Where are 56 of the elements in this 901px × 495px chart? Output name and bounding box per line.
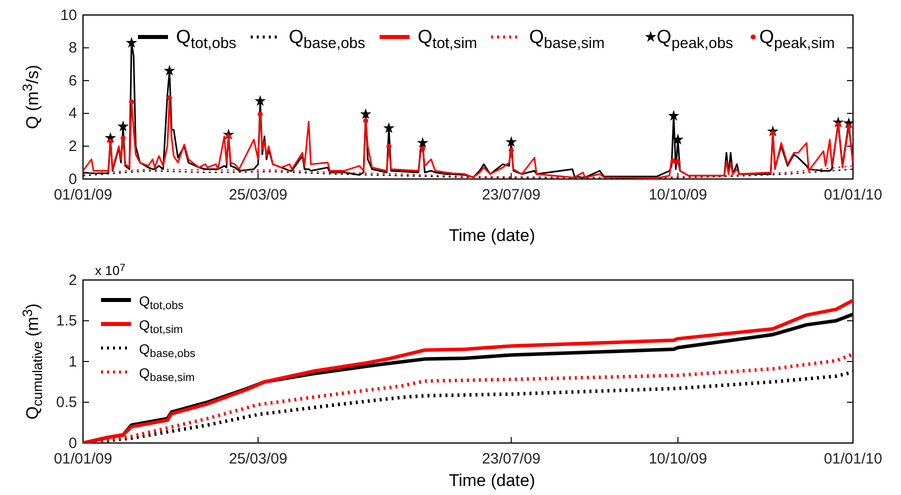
point <box>675 159 680 164</box>
point <box>383 122 395 133</box>
y-tick-label: 0 <box>68 434 77 452</box>
point <box>363 118 368 124</box>
x-tick-label: 10/10/09 <box>648 450 708 468</box>
legend-label: Q$_{tot,sim}$ <box>418 27 478 52</box>
y-tick-label: 0 <box>68 170 77 188</box>
point <box>120 135 126 141</box>
point <box>164 64 176 76</box>
x-tick-label: 25/03/09 <box>228 186 288 204</box>
legend-label: Q$_{peak,obs}$ <box>656 27 734 52</box>
y-tick-label: 0.5 <box>56 394 77 412</box>
point <box>846 124 852 130</box>
x-tick-label: 01/01/09 <box>54 186 112 204</box>
x-tick-label: 01/01/10 <box>824 186 882 204</box>
y-tick-label: 10 <box>60 6 77 24</box>
x-tick-label: 23/07/09 <box>482 450 540 468</box>
point <box>166 95 172 100</box>
legend-label: Q$_{tot,obs}$ <box>139 293 184 312</box>
point <box>129 99 134 104</box>
point <box>671 158 676 164</box>
point <box>416 136 428 148</box>
legend-label: Q$_{tot,obs}$ <box>176 27 237 52</box>
point <box>506 136 517 147</box>
point <box>360 108 372 120</box>
x-tick-label: 01/01/10 <box>824 450 882 468</box>
legend-label: Q$_{base,obs}$ <box>288 27 366 52</box>
point <box>254 95 266 106</box>
point <box>672 134 684 144</box>
y-tick-label: 2 <box>68 138 77 155</box>
x-axis-title: Time (date) <box>448 471 536 490</box>
point <box>117 120 129 132</box>
point <box>258 112 263 117</box>
x-tick-label: 01/01/09 <box>54 450 112 468</box>
y-tick-label: 2 <box>68 272 77 289</box>
y-tick-label: 1.5 <box>56 312 77 330</box>
legend-label: Q$_{peak,sim}$ <box>759 27 835 52</box>
y-tick-label: 1 <box>68 353 77 370</box>
point <box>420 146 426 152</box>
point <box>108 138 113 144</box>
point <box>668 110 680 121</box>
point <box>126 36 138 48</box>
point <box>386 144 392 149</box>
y-tick-label: 4 <box>68 105 77 122</box>
y-tick-label: 8 <box>68 40 77 57</box>
point <box>508 148 514 153</box>
legend-label: Q$_{base,sim}$ <box>139 365 195 384</box>
legend-label: Q$_{base,obs}$ <box>139 341 196 360</box>
text: x 10$^{7}$ <box>95 263 126 278</box>
legend-label: Q$_{tot,sim}$ <box>139 317 183 336</box>
x-tick-label: 23/07/09 <box>482 186 540 204</box>
legend-label: Q$_{base,sim}$ <box>529 27 605 52</box>
x-tick-label: 25/03/09 <box>228 450 288 468</box>
y-tick-label: 6 <box>68 72 77 90</box>
x-tick-label: 10/10/09 <box>648 186 708 204</box>
x-axis-title: Time (date) <box>448 226 536 245</box>
